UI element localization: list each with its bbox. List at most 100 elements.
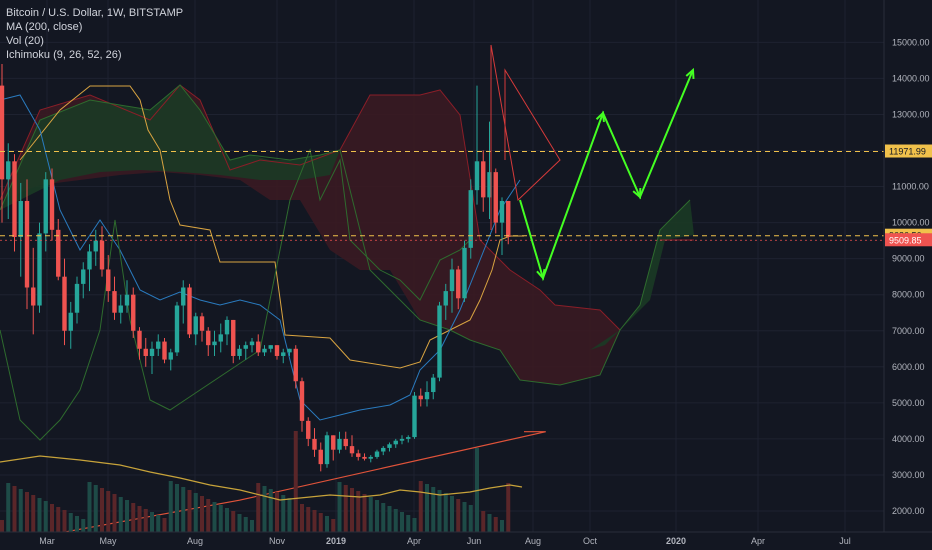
volume-bar <box>93 485 98 532</box>
volume-bar <box>100 488 104 532</box>
projection-arrowhead <box>595 110 605 123</box>
candle-body <box>81 269 86 284</box>
volume-bar <box>12 486 17 532</box>
candle-body <box>456 269 461 299</box>
cloud-bullish-future <box>590 200 694 350</box>
volume-bar <box>175 484 179 532</box>
candle-body <box>318 449 323 465</box>
volume-bar <box>293 431 298 532</box>
candle-body <box>149 348 155 356</box>
volume-bar <box>75 516 79 532</box>
volume-bar <box>462 502 467 532</box>
ichimoku-indicator-label[interactable]: Ichimoku (9, 26, 52, 26) <box>6 49 122 61</box>
candle-body <box>449 269 455 292</box>
time-tick-label: Jun <box>467 536 482 546</box>
time-tick-label: Aug <box>525 536 541 546</box>
volume-bar <box>218 505 223 532</box>
candle-body <box>287 348 292 353</box>
volume-bar <box>43 501 48 532</box>
candle-body <box>68 312 73 331</box>
volume-bar <box>268 489 273 532</box>
candle-body <box>262 348 267 353</box>
volume-bars <box>0 431 523 532</box>
candle-body <box>506 200 511 238</box>
volume-bar <box>356 491 361 532</box>
volume-bar <box>350 488 354 532</box>
price-axis-background <box>884 0 932 550</box>
candle-body <box>399 438 405 441</box>
candle-body <box>187 287 192 335</box>
candle-body <box>243 345 248 349</box>
resistance-price-label: 11971.99 <box>889 147 926 157</box>
ma-indicator-label[interactable]: MA (200, close) <box>6 21 83 33</box>
candle-body <box>93 240 98 252</box>
time-tick-label: 2019 <box>326 536 346 546</box>
volume-bar <box>300 504 304 532</box>
candle-body <box>74 283 80 313</box>
time-axis: Mar May Aug Nov 2019 Apr Jun Aug Oct 2020 Apr Jul <box>0 531 932 550</box>
price-tick-label: 9000.00 <box>892 254 925 264</box>
volume-bar <box>187 490 192 532</box>
candle-body <box>337 438 342 450</box>
volume-bar <box>387 506 392 532</box>
volume-bar <box>493 517 498 532</box>
volume-bar <box>125 500 129 532</box>
volume-bar <box>343 485 348 532</box>
time-tick-label: May <box>99 536 117 546</box>
volume-bar <box>31 495 36 532</box>
volume-bar <box>243 517 248 532</box>
volume-bar <box>481 511 486 532</box>
price-tick-label: 13000.00 <box>892 109 930 119</box>
price-tick-label: 5000.00 <box>892 398 925 408</box>
volume-bar <box>456 499 461 532</box>
time-tick-label: Apr <box>751 536 765 546</box>
candle-body <box>49 179 55 230</box>
candle-body <box>231 319 236 356</box>
volume-bar <box>118 497 123 532</box>
candle-body <box>387 444 392 448</box>
volume-indicator-label[interactable]: Vol (20) <box>6 35 44 47</box>
symbol-title[interactable]: Bitcoin / U.S. Dollar, 1W, BITSTAMP <box>6 7 184 19</box>
volume-bar <box>0 520 4 532</box>
candle-body <box>256 341 261 353</box>
volume-bar <box>437 490 442 532</box>
last-price-label: 9509.85 <box>889 235 922 245</box>
volume-bar <box>256 483 261 532</box>
senkou-b <box>0 84 691 386</box>
candle-body <box>437 305 442 378</box>
candle-body <box>62 276 67 331</box>
volume-bar <box>468 505 473 532</box>
price-tick-label: 15000.00 <box>892 37 930 47</box>
volume-bar <box>231 511 236 532</box>
candle-body <box>356 453 361 457</box>
candle-body <box>12 161 17 238</box>
candle-body <box>118 305 123 313</box>
volume-bar <box>87 482 92 532</box>
candle-body <box>112 291 117 313</box>
candle-body <box>181 287 186 306</box>
tenkan-line <box>0 94 521 421</box>
volume-bar <box>237 514 242 532</box>
candle-body <box>143 348 148 356</box>
candle-body <box>249 341 255 346</box>
volume-ma-line <box>0 455 523 501</box>
last-price-label-bg <box>885 233 932 247</box>
candle-body <box>87 251 92 270</box>
volume-bar <box>143 509 148 532</box>
candle-body <box>274 345 280 356</box>
candle-body <box>481 161 486 198</box>
volume-bar <box>318 513 323 532</box>
volume-bar <box>325 516 329 532</box>
candle-body <box>418 395 423 400</box>
chart-legend: Bitcoin / U.S. Dollar, 1W, BITSTAMP MA (… <box>6 6 183 62</box>
volume-bar <box>81 519 86 532</box>
drawings <box>0 44 884 282</box>
candle-body <box>424 392 430 400</box>
candle-body <box>343 438 348 447</box>
volume-bar <box>131 503 136 532</box>
volume-bar <box>506 483 511 532</box>
time-tick-label: Oct <box>583 536 598 546</box>
volume-bar <box>56 507 61 532</box>
time-tick-label: 2020 <box>666 536 686 546</box>
